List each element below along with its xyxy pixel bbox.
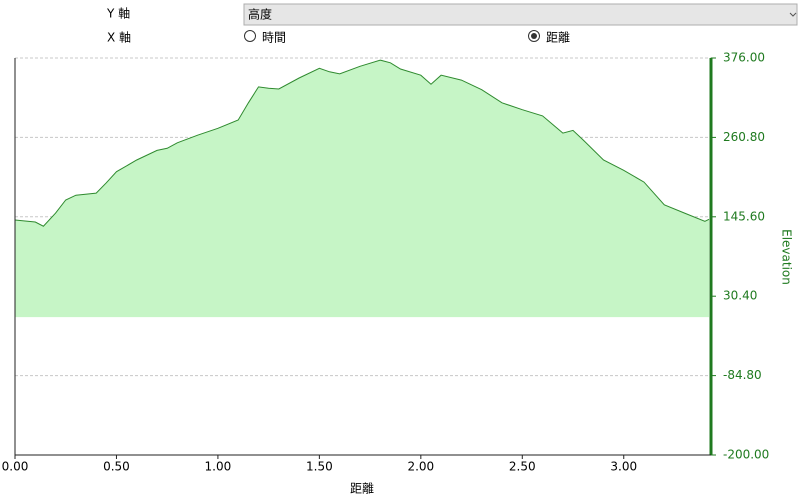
y-tick-label: 145.60 xyxy=(723,209,765,223)
radio-button[interactable] xyxy=(244,30,256,42)
y-tick-label: -84.80 xyxy=(723,368,762,382)
y-axis-title: Elevation xyxy=(780,229,794,285)
x-tick-label: 1.00 xyxy=(205,460,232,474)
x-tick-label: 2.00 xyxy=(407,460,434,474)
line xyxy=(14,59,710,227)
y-tick-label: 376.00 xyxy=(723,51,765,65)
radio-label: 距離 xyxy=(546,31,570,45)
x-tick-label: 0.00 xyxy=(2,460,29,474)
radio-label: 時間 xyxy=(262,31,286,45)
dropdown[interactable] xyxy=(243,3,798,26)
x-tick-label: 3.00 xyxy=(610,460,637,474)
y-tick-label: 260.80 xyxy=(723,130,765,144)
radio-dot xyxy=(531,33,537,39)
y-axis-label: Y 軸 xyxy=(106,7,130,21)
x-tick-label: 2.50 xyxy=(509,460,536,474)
dropdown-arrow xyxy=(789,12,797,17)
x-tick-label: 1.50 xyxy=(306,460,333,474)
x-axis-title: 距離 xyxy=(350,482,374,496)
x-axis-label: X 軸 xyxy=(107,31,131,45)
area xyxy=(15,60,709,318)
y-tick-label: 30.40 xyxy=(723,289,757,303)
dropdown-value: 高度 xyxy=(248,7,272,22)
y-tick-label: -200.00 xyxy=(723,448,769,462)
x-tick-label: 0.50 xyxy=(103,460,130,474)
